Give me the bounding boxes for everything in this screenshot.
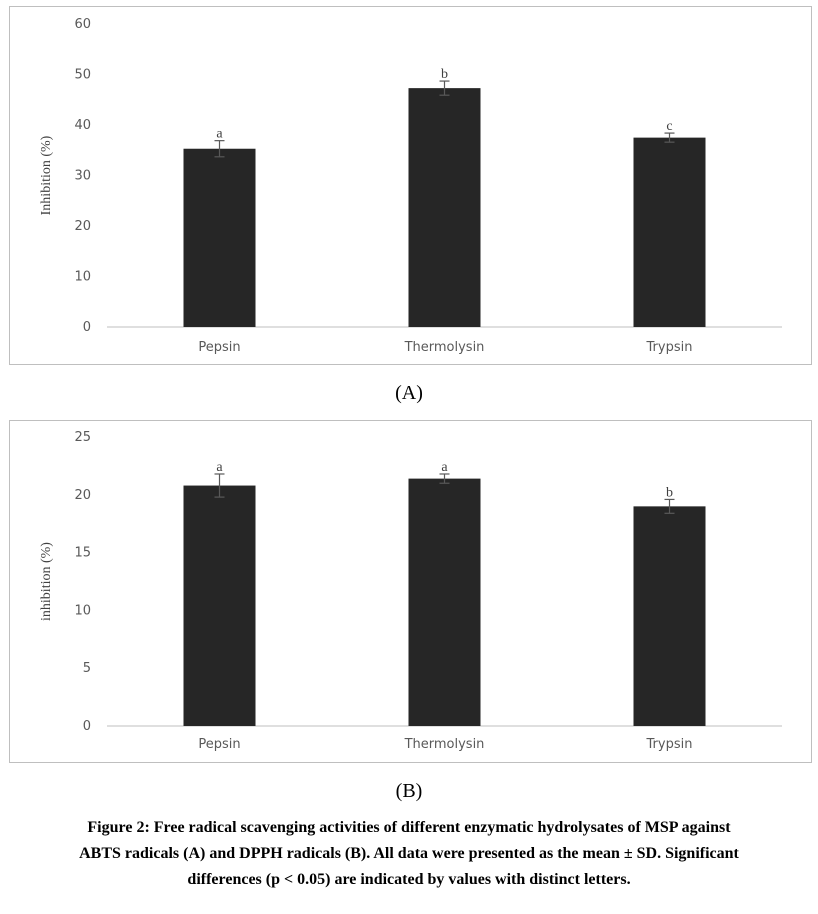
caption-line: ABTS radicals (A) and DPPH radicals (B).… bbox=[79, 845, 739, 862]
caption-line: differences (p < 0.05) are indicated by … bbox=[187, 871, 631, 888]
significance-letter: b bbox=[441, 67, 448, 82]
y-tick-label: 60 bbox=[74, 17, 91, 32]
bar bbox=[408, 478, 481, 726]
y-tick-label: 15 bbox=[74, 546, 91, 561]
panel-label-b: (B) bbox=[395, 780, 423, 802]
x-tick-label: Trypsin bbox=[646, 737, 693, 752]
bar bbox=[183, 485, 256, 726]
y-tick-label: 0 bbox=[83, 719, 91, 734]
bar bbox=[408, 88, 481, 327]
chart-a-svg: 0 10 20 30 40 50 60 Inhibition (%) a Pepsin b Therm… bbox=[39, 17, 782, 355]
y-tick-label: 30 bbox=[74, 169, 91, 184]
y-tick-label: 20 bbox=[74, 219, 91, 234]
error-bar bbox=[214, 140, 225, 158]
significance-letter: c bbox=[666, 119, 672, 134]
error-bar bbox=[214, 473, 225, 498]
y-tick-label: 10 bbox=[74, 270, 91, 285]
error-bar bbox=[664, 132, 675, 143]
bar bbox=[183, 148, 256, 327]
x-tick-label: Thermolysin bbox=[404, 737, 485, 752]
error-bar bbox=[439, 80, 450, 96]
y-tick-label: 5 bbox=[83, 661, 91, 676]
y-axis-label: inhibition (%) bbox=[39, 542, 54, 621]
y-axis-label: Inhibition (%) bbox=[39, 135, 54, 215]
y-tick-label: 40 bbox=[74, 118, 91, 133]
y-tick-label: 50 bbox=[74, 68, 91, 83]
panel-label-a: (A) bbox=[395, 382, 423, 404]
chart-panel-a: 0 10 20 30 40 50 60 Inhibition (%) a Pepsin b Therm… bbox=[9, 6, 812, 365]
chart-b-svg: 0 5 10 15 20 25 inhibition (%) a Pepsin a Thermoly… bbox=[39, 430, 782, 752]
error-bar bbox=[439, 473, 450, 484]
bar bbox=[633, 137, 706, 327]
error-bar bbox=[664, 498, 675, 514]
y-tick-label: 20 bbox=[74, 488, 91, 503]
figure-caption: Figure 2: Free radical scavenging activi… bbox=[8, 815, 810, 893]
significance-letter: a bbox=[216, 460, 223, 475]
bar bbox=[633, 506, 706, 726]
y-tick-label: 10 bbox=[74, 603, 91, 618]
y-tick-label: 0 bbox=[83, 320, 91, 335]
significance-letter: b bbox=[666, 485, 673, 500]
significance-letter: a bbox=[441, 460, 448, 475]
y-tick-label: 25 bbox=[74, 430, 91, 445]
x-tick-label: Pepsin bbox=[198, 340, 240, 355]
x-tick-label: Trypsin bbox=[646, 340, 693, 355]
significance-letter: a bbox=[216, 127, 223, 142]
caption-line: Figure 2: Free radical scavenging activi… bbox=[87, 819, 731, 836]
x-tick-label: Thermolysin bbox=[404, 340, 485, 355]
chart-panel-b: 0 5 10 15 20 25 inhibition (%) a Pepsin a Thermoly… bbox=[9, 420, 812, 763]
x-tick-label: Pepsin bbox=[198, 737, 240, 752]
